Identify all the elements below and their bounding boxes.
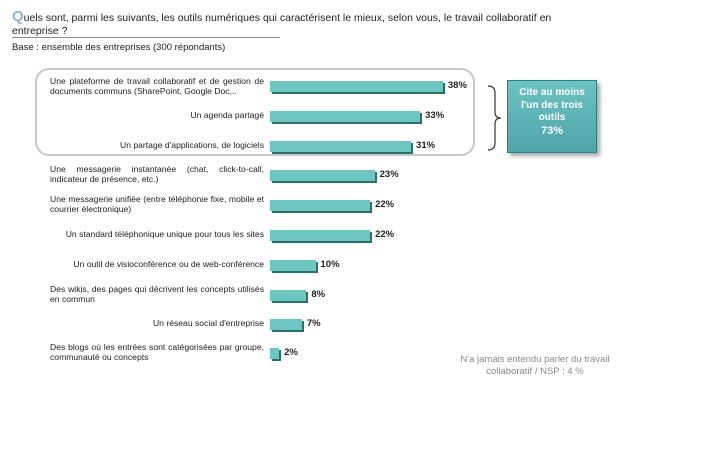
question-body: uels sont, parmi les suivants, les outil…: [12, 12, 552, 37]
category-label: Un réseau social d'entreprise: [152, 318, 264, 328]
value-label: 38%: [447, 80, 467, 91]
category-label: Des wikis, des pages qui décrivent les c…: [50, 284, 264, 304]
question-underline: [12, 37, 280, 38]
category-label: Un standard téléphonique unique pour tou…: [65, 229, 264, 239]
value-label: 22%: [375, 199, 395, 210]
value-label: 10%: [320, 259, 340, 270]
bar: [270, 259, 316, 271]
bar: [270, 289, 307, 301]
footnote-nsp: N'a jamais entendu parler du travail col…: [460, 354, 610, 377]
value-label: 7%: [306, 318, 321, 329]
category-label: Une plateforme de travail collaboratif e…: [50, 76, 264, 96]
value-label: 2%: [284, 347, 298, 358]
summary-line-1: Cite au moins: [519, 87, 585, 98]
bar: [270, 110, 421, 122]
category-label: Un outil de visioconférence ou de web-co…: [73, 259, 264, 269]
category-label: Une messagerie unifiée (entre téléphonie…: [50, 194, 264, 214]
summary-line-3: outils: [538, 112, 566, 123]
value-label: 31%: [416, 140, 436, 151]
bar: [270, 80, 443, 92]
summary-value: 73%: [540, 124, 564, 137]
base-note: Base : ensemble des entreprises (300 rép…: [12, 42, 226, 53]
value-label: 23%: [379, 169, 399, 180]
category-label: Une messagerie instantanée (chat, click-…: [50, 164, 264, 184]
bar: [270, 229, 371, 241]
group-brace: [487, 85, 502, 151]
summary-box: Cite au moins l'un des trois outils 73%: [507, 80, 597, 153]
bar: [270, 140, 412, 152]
top-three-group-box: [35, 68, 475, 156]
value-label: 33%: [425, 110, 445, 121]
question-initial: Q: [12, 8, 24, 25]
value-label: 22%: [375, 229, 395, 240]
category-label: Un partage d'applications, de logiciels: [119, 140, 264, 150]
bar: [270, 199, 371, 211]
summary-line-2: l'un des trois: [521, 99, 583, 111]
value-label: 8%: [311, 289, 326, 300]
bar: [270, 318, 302, 330]
bar: [270, 169, 375, 181]
bar: [270, 347, 280, 359]
category-label: Un agenda partagé: [190, 110, 264, 120]
question-text: Quels sont, parmi les suivants, les outi…: [12, 8, 552, 38]
category-label: Des blogs où les entrées sont catégorisé…: [50, 342, 264, 362]
